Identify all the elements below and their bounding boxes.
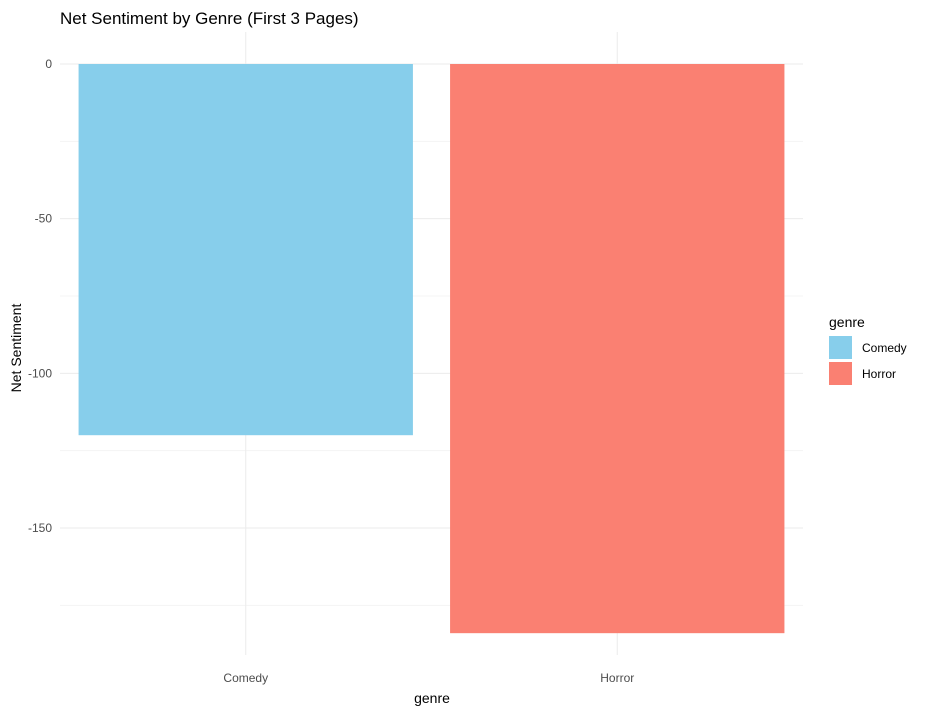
legend-title: genre [829, 314, 865, 330]
y-tick-label: 0 [45, 57, 52, 71]
legend-label-horror: Horror [862, 367, 896, 381]
y-tick-label: -150 [28, 521, 52, 535]
x-axis-title: genre [414, 690, 450, 706]
y-tick-label: -50 [35, 212, 53, 226]
bars [78, 64, 785, 634]
bar-comedy [78, 64, 413, 436]
legend-label-comedy: Comedy [862, 341, 907, 355]
legend-key-comedy [829, 336, 852, 359]
x-tick-label: Comedy [223, 671, 268, 685]
legend: genre Comedy Horror [829, 314, 907, 385]
y-tick-labels: 0 -50 -100 -150 [28, 57, 52, 535]
y-axis-title: Net Sentiment [8, 304, 24, 393]
chart-title: Net Sentiment by Genre (First 3 Pages) [60, 9, 359, 28]
y-tick-label: -100 [28, 366, 52, 380]
x-tick-labels: Comedy Horror [223, 671, 634, 685]
legend-entries: Comedy Horror [829, 336, 907, 385]
legend-key-horror [829, 362, 852, 385]
bar-horror [450, 64, 785, 634]
x-tick-label: Horror [600, 671, 634, 685]
